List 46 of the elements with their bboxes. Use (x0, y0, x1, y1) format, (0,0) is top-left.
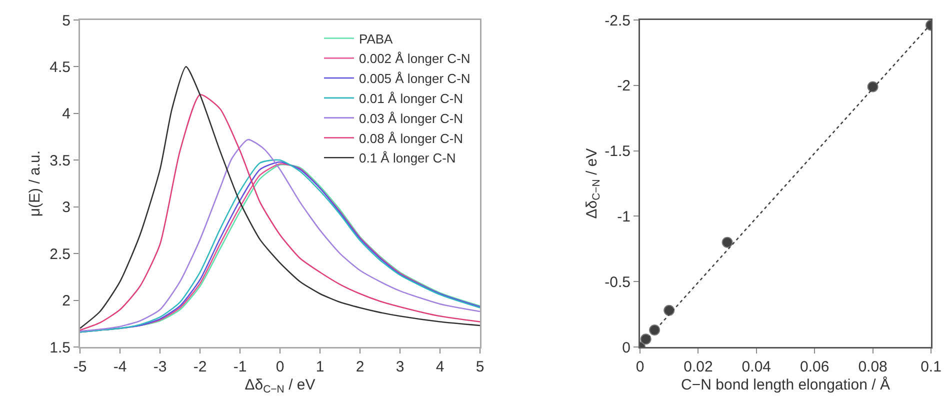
x-axis-title: Δδ$_{C−N}$ / eV (244, 376, 316, 396)
x-tick-label: 0.02 (684, 358, 713, 376)
x-tick-label: -4 (113, 358, 127, 376)
legend-label: 0.1 Å longer C-N (359, 150, 456, 166)
point (649, 324, 660, 336)
y-tick-label: 4.5 (50, 58, 70, 76)
legend-label: 0.005 Å longer C-N (359, 71, 470, 86)
point (640, 334, 652, 345)
y-tick-label: -2.5 (604, 12, 630, 30)
y-tick-label: 3.5 (50, 152, 70, 170)
x-tick-label: 4 (436, 358, 444, 376)
y-tick-label: 2.5 (50, 246, 70, 263)
x-tick-label: 0.08 (858, 358, 888, 376)
y-tick-label: 1.5 (50, 339, 70, 356)
point (722, 236, 733, 248)
x-tick-label: 3 (396, 358, 404, 376)
point (664, 304, 675, 316)
x-tick-label: -5 (73, 358, 87, 376)
y-tick-label: 3 (62, 199, 70, 216)
x-tick-label: 0.1 (920, 358, 942, 376)
y-tick-label: 0 (622, 339, 630, 356)
x-tick-label: 0 (636, 358, 644, 376)
legend-label: PABA (359, 31, 394, 46)
y-axis-title: μ(E) / a.u. (26, 150, 44, 217)
y-tick-label: 5 (62, 12, 70, 30)
y-tick-label: -1.5 (604, 143, 630, 160)
x-tick-label: 2 (356, 358, 364, 376)
y-tick-label: -1 (617, 208, 630, 226)
x-tick-label: 1 (316, 358, 324, 376)
x-tick-label: 0.04 (742, 358, 771, 376)
legend-label: 0.002 Å longer C-N (359, 51, 470, 66)
legend-label: 0.08 Å longer C-N (359, 130, 464, 146)
y-tick-label: -0.5 (604, 274, 630, 291)
x-tick-label: -2 (193, 358, 207, 376)
point (867, 81, 878, 92)
y-tick-label: 2 (62, 292, 70, 310)
x-tick-label: 0.06 (800, 358, 830, 376)
x-tick-label: 0 (276, 358, 284, 376)
x-tick-label: -3 (153, 358, 167, 376)
y-tick-label: -2 (617, 78, 630, 95)
y-tick-label: 4 (62, 106, 70, 123)
legend-label: 0.03 Å longer C-N (359, 110, 464, 126)
x-axis-title: C−N bond length elongation / Å (681, 376, 890, 394)
legend-label: 0.01 Å longer C-N (359, 90, 464, 106)
x-tick-label: 5 (476, 358, 484, 376)
x-tick-label: -1 (233, 358, 247, 376)
